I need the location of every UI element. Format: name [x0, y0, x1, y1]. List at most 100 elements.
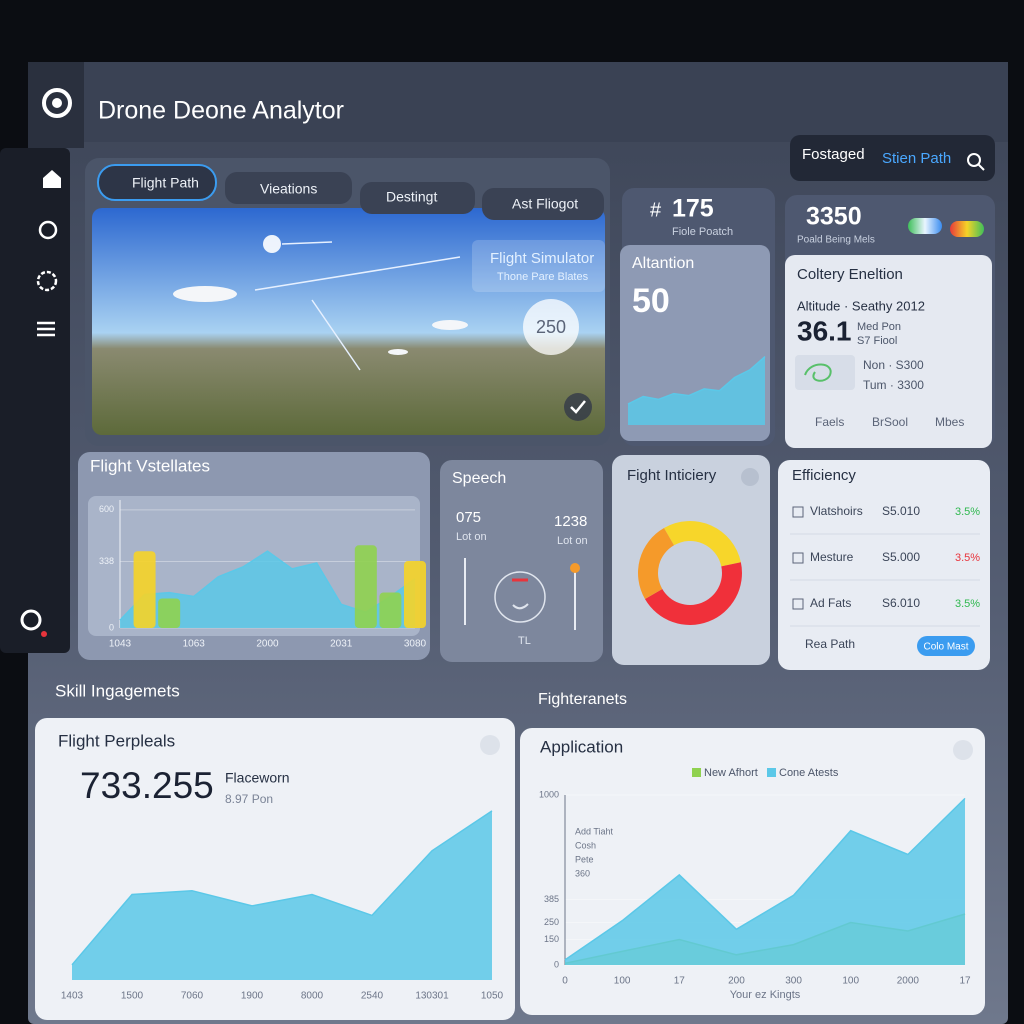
- row-icon: [792, 598, 804, 610]
- card-title: Application: [540, 737, 623, 756]
- tab-active[interactable]: [97, 164, 217, 201]
- chart-note: Cosh: [575, 840, 596, 850]
- row-name: Vlatshoirs: [810, 504, 863, 518]
- tab[interactable]: [225, 172, 352, 204]
- x-tick-label: 1900: [241, 991, 264, 1002]
- tab-label[interactable]: Flight Path: [132, 175, 199, 191]
- area: [120, 551, 415, 628]
- stat-label: Fiole Poatch: [672, 226, 733, 238]
- sidebar: [0, 148, 70, 653]
- collection-stat: Tum · 3300: [863, 378, 924, 392]
- nav-icon[interactable]: [38, 220, 58, 240]
- home-icon[interactable]: [43, 170, 61, 188]
- badge-value: 250: [536, 317, 566, 337]
- efficiency-button[interactable]: [917, 636, 975, 656]
- overlay-subtitle: Thone Pare Blates: [497, 271, 589, 283]
- area-line: [627, 356, 766, 405]
- row-value: S6.010: [882, 596, 920, 610]
- sun: [263, 235, 281, 253]
- row-icon: [792, 552, 804, 564]
- row-value: S5.010: [882, 504, 920, 518]
- row-name: Mesture: [810, 550, 854, 564]
- donut-segment: [664, 521, 741, 567]
- add-button[interactable]: [953, 740, 973, 760]
- gauge-needle: [512, 603, 529, 610]
- bar: [354, 545, 377, 628]
- tab[interactable]: [482, 188, 604, 220]
- toggle[interactable]: [908, 218, 942, 234]
- row-change: 3.5%: [955, 552, 980, 564]
- badge: [523, 299, 579, 355]
- x-tick-label: 17: [959, 976, 971, 987]
- hash-icon: #: [650, 199, 662, 221]
- donut-segment: [638, 527, 674, 599]
- speech-label: Lot on: [456, 531, 487, 543]
- check-button[interactable]: [564, 393, 592, 421]
- collection-link[interactable]: Faels: [815, 415, 844, 429]
- area: [72, 810, 492, 980]
- y-tick-label: 600: [99, 504, 114, 514]
- x-tick-label: 1050: [481, 991, 504, 1002]
- drone: [388, 349, 408, 355]
- collection-sub: Med Pon: [857, 321, 901, 333]
- area-line: [71, 810, 493, 966]
- row-change: 3.5%: [955, 506, 980, 518]
- toggle[interactable]: [950, 221, 984, 237]
- chart-note: 360: [575, 868, 590, 878]
- x-tick-label: 2540: [361, 991, 384, 1002]
- y-tick-label: 1000: [539, 789, 559, 799]
- x-tick-label: 1403: [61, 991, 84, 1002]
- card-button[interactable]: [741, 468, 759, 486]
- button-label[interactable]: Colo Mast: [923, 642, 968, 653]
- tab-label[interactable]: Ast Fliogot: [512, 196, 578, 212]
- tab-label[interactable]: Vieations: [260, 181, 317, 197]
- menu-icon[interactable]: [37, 321, 55, 337]
- search-icon[interactable]: [967, 153, 981, 167]
- y-tick-label: 150: [544, 934, 559, 944]
- x-tick-label: 130301: [415, 991, 449, 1002]
- card-title: Efficiency: [792, 467, 856, 484]
- bar: [158, 598, 181, 628]
- bar: [133, 551, 156, 628]
- y-tick-label: 338: [99, 556, 114, 566]
- header-bar: [28, 62, 1008, 142]
- x-tick-label: 300: [785, 976, 802, 987]
- search-icon-handle: [977, 163, 985, 171]
- row-name: Ad Fats: [810, 596, 851, 610]
- y-tick-label: 0: [554, 959, 559, 969]
- profile-icon[interactable]: [20, 609, 42, 631]
- section-title: Skill Ingagemets: [55, 681, 180, 700]
- slider-knob[interactable]: [570, 563, 580, 573]
- collection-link[interactable]: BrSool: [872, 415, 908, 429]
- x-tick-label: 3080: [404, 639, 427, 650]
- tab[interactable]: [360, 182, 475, 214]
- speech-card: [440, 460, 603, 662]
- card-title: Speech: [452, 470, 506, 487]
- big-sub: 8.97 Pon: [225, 792, 273, 806]
- legend-label: New Afhort: [704, 767, 758, 779]
- big-label: Flaceworn: [225, 770, 290, 786]
- row-name: Rea Path: [805, 637, 855, 651]
- header-action[interactable]: Stien Path: [882, 150, 951, 167]
- swirl-box: [795, 355, 855, 390]
- header-action[interactable]: Fostaged: [802, 146, 865, 163]
- collection-line: Altitude · Seathy 2012: [797, 298, 925, 313]
- simulator-view[interactable]: [92, 208, 605, 435]
- drone: [432, 320, 468, 330]
- x-tick-label: 200: [728, 976, 745, 987]
- section-title: Fighteranets: [538, 691, 627, 708]
- gauge: [494, 571, 546, 623]
- settings-icon[interactable]: [36, 270, 58, 292]
- area: [565, 798, 965, 965]
- altitude-value: 50: [632, 282, 670, 320]
- drone: [173, 286, 237, 302]
- collection-link[interactable]: Mbes: [935, 415, 964, 429]
- speech-value: 1238: [554, 513, 587, 530]
- row-change: 3.5%: [955, 598, 980, 610]
- x-tick-label: 2000: [256, 639, 279, 650]
- x-tick-label: 1063: [183, 639, 206, 650]
- tab-label[interactable]: Destingt: [386, 189, 437, 205]
- add-button[interactable]: [480, 735, 500, 755]
- overlay-title: Flight Simulator: [490, 250, 594, 267]
